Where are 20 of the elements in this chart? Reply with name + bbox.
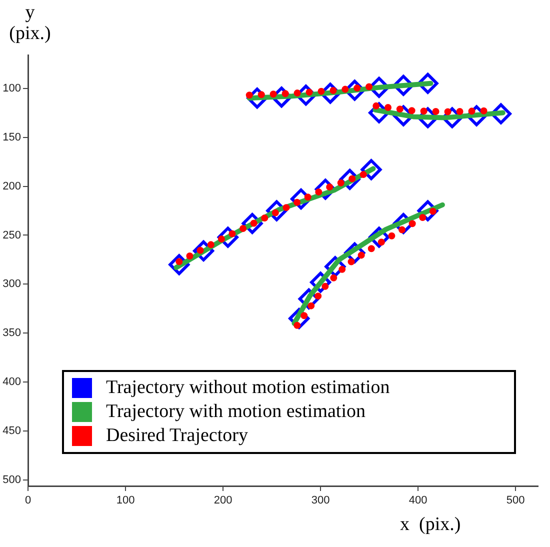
y-tick-label: 400 xyxy=(2,376,21,388)
y-tick-label: 300 xyxy=(2,278,21,290)
x-tick-label: 100 xyxy=(116,494,135,507)
x-tick-label: 400 xyxy=(408,494,428,507)
x-axis-title: x (pix.) xyxy=(400,514,461,536)
legend-label: Trajectory without motion estimation xyxy=(106,376,390,400)
legend-label: Trajectory with motion estimation xyxy=(106,400,366,424)
x-tick-label: 300 xyxy=(311,494,330,507)
legend-label: Desired Trajectory xyxy=(106,424,248,448)
y-axis-title: y (pix.) xyxy=(8,2,52,44)
x-tick-label: 500 xyxy=(506,494,525,507)
y-tick-label: 350 xyxy=(2,327,21,340)
y-tick-label: 500 xyxy=(2,474,21,486)
y-tick-label: 200 xyxy=(2,180,21,192)
x-tick-label: 0 xyxy=(24,494,32,507)
x-tick-label: 200 xyxy=(214,494,232,507)
y-tick-label: 250 xyxy=(2,229,21,242)
y-tick-label: 450 xyxy=(2,425,21,438)
y-tick-label: 100 xyxy=(2,82,21,94)
y-tick-label: 150 xyxy=(2,131,21,144)
